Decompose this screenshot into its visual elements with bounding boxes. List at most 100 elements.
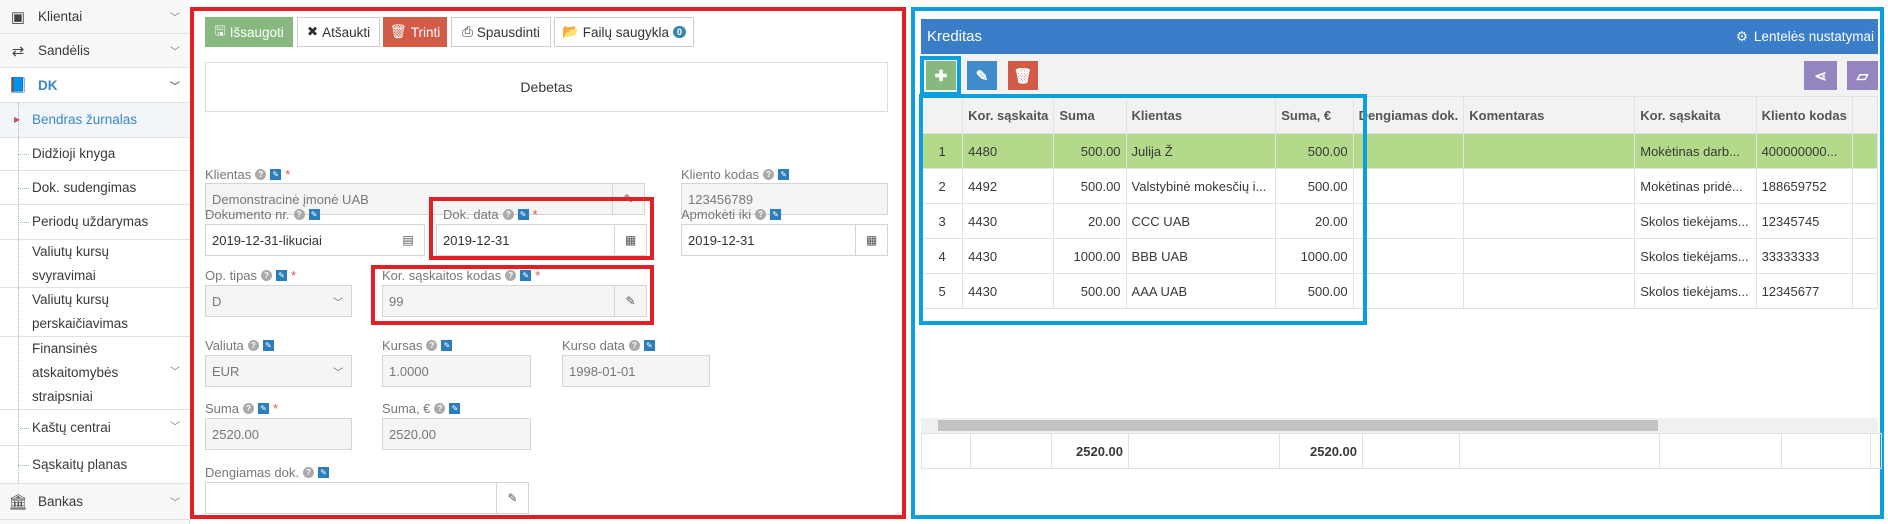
help-icon[interactable]: ? bbox=[502, 209, 514, 220]
table-cell[interactable]: 500.00 bbox=[1275, 133, 1354, 169]
sidebar-item-saskaitu-planas[interactable]: Sąskaitų planas bbox=[0, 446, 190, 484]
op-type-select[interactable]: D ﹀ bbox=[205, 285, 352, 317]
table-cell[interactable]: 500.00 bbox=[1053, 273, 1127, 309]
table-row[interactable]: 5 4430 500.00 AAA UAB 500.00 Skolos tiekėjams… bbox=[921, 273, 1878, 309]
table-cell[interactable]: Mokėtinas pridė... bbox=[1634, 168, 1757, 204]
table-cell[interactable]: 1000.00 bbox=[1275, 238, 1354, 274]
cancel-button[interactable]: ✖ Atšaukti bbox=[297, 17, 380, 47]
print-button[interactable]: ⎙ Spausdinti bbox=[451, 17, 551, 47]
column-header[interactable]: Kor. sąskaita bbox=[962, 96, 1055, 134]
edit-icon[interactable]: ✎ bbox=[270, 169, 282, 180]
column-header[interactable]: Kliento kodas bbox=[1755, 96, 1853, 134]
table-cell[interactable] bbox=[1463, 273, 1636, 309]
edit-icon[interactable]: ✎ bbox=[770, 209, 782, 220]
column-header[interactable]: Komentaras bbox=[1463, 96, 1636, 134]
table-row[interactable]: 1 4480 500.00 Julija Ž 500.00 Mokėtinas darb.… bbox=[921, 133, 1878, 169]
sidebar-item-didzioji-knyga[interactable]: Didžioji knyga bbox=[0, 138, 190, 171]
help-icon[interactable]: ? bbox=[293, 209, 305, 220]
table-cell[interactable]: 33333333 bbox=[1755, 238, 1853, 274]
rate-date-field[interactable]: 1998-01-01 bbox=[562, 355, 710, 387]
kor-code-field[interactable]: 99 ✎ bbox=[382, 285, 647, 317]
edit-icon[interactable]: ✎ bbox=[257, 403, 269, 414]
rate-field[interactable]: 1.0000 bbox=[382, 355, 531, 387]
table-settings-button[interactable]: ⚙ Lentelės nustatymai bbox=[1735, 28, 1874, 45]
table-cell[interactable] bbox=[1352, 238, 1465, 274]
file-storage-button[interactable]: 📂 Failų saugykla 0 bbox=[554, 17, 694, 47]
table-cell[interactable] bbox=[1463, 133, 1636, 169]
edit-icon[interactable]: ✎ bbox=[778, 169, 790, 180]
share-button[interactable]: ⋖ bbox=[1804, 61, 1837, 90]
table-cell[interactable] bbox=[1851, 203, 1878, 239]
sidebar-item-valiutu-perskaiciavimas[interactable]: Valiutų kursų perskaičiavimas bbox=[0, 288, 190, 337]
table-cell[interactable]: Skolos tiekėjams... bbox=[1634, 203, 1757, 239]
table-cell[interactable] bbox=[1463, 203, 1636, 239]
edit-icon[interactable]: ✎ bbox=[308, 209, 320, 220]
column-header[interactable]: Suma bbox=[1053, 96, 1127, 134]
sum-eur-field[interactable]: 2520.00 bbox=[382, 418, 531, 450]
sidebar-item-bendras-zurnalas[interactable]: ▶ Bendras žurnalas bbox=[0, 103, 190, 138]
table-cell[interactable]: 500.00 bbox=[1275, 273, 1354, 309]
edit-icon[interactable]: ✎ bbox=[449, 403, 461, 414]
sidebar-item-klientai[interactable]: ▣ Klientai ﹀ bbox=[0, 0, 190, 34]
pencil-icon[interactable]: ✎ bbox=[614, 286, 646, 316]
edit-icon[interactable]: ✎ bbox=[520, 270, 532, 281]
covered-doc-field[interactable]: ✎ bbox=[205, 482, 529, 514]
sidebar-item-sandelis[interactable]: ⇄ Sandėlis ﹀ bbox=[0, 34, 190, 68]
sidebar-item-dk[interactable]: 📘 DK ﹀ bbox=[0, 68, 190, 103]
help-icon[interactable]: ? bbox=[505, 270, 517, 281]
table-cell[interactable]: 20.00 bbox=[1275, 203, 1354, 239]
table-cell[interactable] bbox=[1851, 238, 1878, 274]
help-icon[interactable]: ? bbox=[255, 169, 267, 180]
edit-icon[interactable]: ✎ bbox=[643, 340, 655, 351]
edit-row-button[interactable]: ✎ bbox=[967, 61, 997, 90]
edit-icon[interactable]: ✎ bbox=[276, 270, 288, 281]
column-header[interactable]: Suma, € bbox=[1275, 96, 1354, 134]
doc-no-field[interactable]: 2019-12-31-likuciai ▤ bbox=[205, 224, 425, 256]
table-cell[interactable] bbox=[1352, 203, 1465, 239]
table-cell[interactable]: Skolos tiekėjams... bbox=[1634, 238, 1757, 274]
table-cell[interactable]: Skolos tiekėjams... bbox=[1634, 273, 1757, 309]
id-card-icon[interactable]: ▤ bbox=[392, 225, 424, 255]
table-cell[interactable]: 4430 bbox=[962, 238, 1055, 274]
table-cell[interactable]: AAA UAB bbox=[1125, 273, 1277, 309]
clear-filter-button[interactable]: ▱ bbox=[1847, 61, 1878, 90]
table-cell[interactable] bbox=[1851, 133, 1878, 169]
sidebar-item-kastu-centrai[interactable]: Kaštų centrai ﹀ bbox=[0, 410, 190, 446]
table-cell[interactable] bbox=[1851, 273, 1878, 309]
help-icon[interactable]: ? bbox=[247, 340, 259, 351]
column-header[interactable] bbox=[1851, 96, 1878, 134]
save-button[interactable]: 🖫 Išsaugoti bbox=[205, 17, 293, 47]
table-cell[interactable]: 4480 bbox=[962, 133, 1055, 169]
table-cell[interactable]: 5 bbox=[921, 273, 964, 309]
horizontal-scrollbar[interactable] bbox=[921, 418, 1878, 433]
add-row-button[interactable]: ✚ bbox=[926, 61, 956, 90]
pay-until-field[interactable]: 2019-12-31 ▦ bbox=[681, 224, 888, 256]
help-icon[interactable]: ? bbox=[755, 209, 767, 220]
sum-field[interactable]: 2520.00 bbox=[205, 418, 352, 450]
help-icon[interactable]: ? bbox=[434, 403, 446, 414]
help-icon[interactable]: ? bbox=[302, 467, 314, 478]
column-header[interactable]: Dengiamas dok. bbox=[1352, 96, 1465, 134]
table-cell[interactable]: 188659752 bbox=[1755, 168, 1853, 204]
sidebar-item-bankas[interactable]: 🏛 Bankas ﹀ bbox=[0, 484, 190, 520]
column-header[interactable]: Klientas bbox=[1125, 96, 1277, 134]
calendar-icon[interactable]: ▦ bbox=[855, 225, 887, 255]
sidebar-item-periodu-uzdarymas[interactable]: Periodų uždarymas bbox=[0, 205, 190, 240]
calendar-icon[interactable]: ▦ bbox=[614, 225, 646, 255]
column-header[interactable]: Kor. sąskaita bbox=[1634, 96, 1757, 134]
table-cell[interactable]: 12345745 bbox=[1755, 203, 1853, 239]
table-cell[interactable]: 12345677 bbox=[1755, 273, 1853, 309]
table-cell[interactable]: 400000000... bbox=[1755, 133, 1853, 169]
sidebar-item-finansines[interactable]: Finansinės atskaitomybės straipsniai ﹀ bbox=[0, 337, 190, 410]
help-icon[interactable]: ? bbox=[628, 340, 640, 351]
table-cell[interactable]: 4430 bbox=[962, 273, 1055, 309]
table-cell[interactable] bbox=[1463, 168, 1636, 204]
sidebar-item-valiutu-svyravimai[interactable]: Valiutų kursų svyravimai bbox=[0, 240, 190, 288]
table-cell[interactable]: 500.00 bbox=[1053, 133, 1127, 169]
help-icon[interactable]: ? bbox=[261, 270, 273, 281]
edit-icon[interactable]: ✎ bbox=[317, 467, 329, 478]
sidebar-item-dok-sudengimas[interactable]: Dok. sudengimas bbox=[0, 171, 190, 205]
help-icon[interactable]: ? bbox=[426, 340, 438, 351]
edit-icon[interactable]: ✎ bbox=[262, 340, 274, 351]
table-cell[interactable]: Mokėtinas darb... bbox=[1634, 133, 1757, 169]
